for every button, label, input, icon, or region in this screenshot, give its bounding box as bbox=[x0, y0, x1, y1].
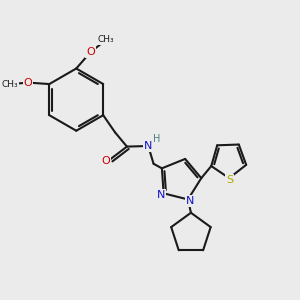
Text: O: O bbox=[24, 78, 32, 88]
Text: CH₃: CH₃ bbox=[98, 35, 115, 44]
Text: H: H bbox=[153, 134, 160, 145]
Text: CH₃: CH₃ bbox=[1, 80, 18, 88]
Text: O: O bbox=[86, 47, 95, 57]
Text: S: S bbox=[226, 175, 233, 185]
Text: O: O bbox=[101, 155, 110, 166]
Text: N: N bbox=[157, 190, 165, 200]
Text: N: N bbox=[144, 141, 152, 151]
Text: N: N bbox=[186, 196, 194, 206]
